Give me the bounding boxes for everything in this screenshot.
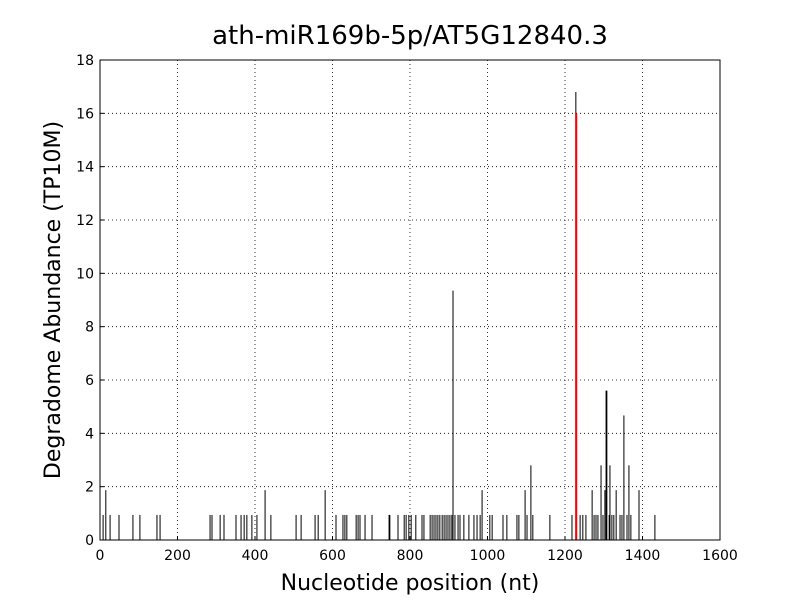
- y-tick-label: 2: [85, 480, 94, 496]
- x-tick-label: 600: [319, 548, 346, 564]
- y-tick-label: 4: [85, 426, 94, 442]
- x-tick-label: 1600: [702, 548, 738, 564]
- x-tick-label: 200: [164, 548, 191, 564]
- y-tick-label: 16: [76, 106, 94, 122]
- x-axis-label: Nucleotide position (nt): [281, 571, 540, 596]
- plot-frame: [99, 59, 721, 541]
- x-tick-label: 1000: [470, 548, 506, 564]
- y-tick-label: 8: [85, 320, 94, 336]
- x-tick-label: 1200: [547, 548, 583, 564]
- y-tick-label: 18: [76, 53, 94, 69]
- y-tick-label: 0: [85, 533, 94, 549]
- y-tick-label: 14: [76, 160, 94, 176]
- chart-title: ath-miR169b-5p/AT5G12840.3: [212, 21, 608, 51]
- y-tick-label: 12: [76, 213, 94, 229]
- y-axis-label: Degradome Abundance (TP10M): [41, 121, 66, 479]
- x-tick-label: 0: [96, 548, 105, 564]
- y-tick-label: 10: [76, 266, 94, 282]
- plot-area: 0 200 400 600 800 1000 1200 1400 1600 0 2 4 6 8 10 12 14…: [76, 53, 738, 564]
- x-tick-label: 800: [397, 548, 424, 564]
- y-tick-label: 6: [85, 373, 94, 389]
- x-tick-label: 1400: [625, 548, 661, 564]
- x-tick-label: 400: [242, 548, 269, 564]
